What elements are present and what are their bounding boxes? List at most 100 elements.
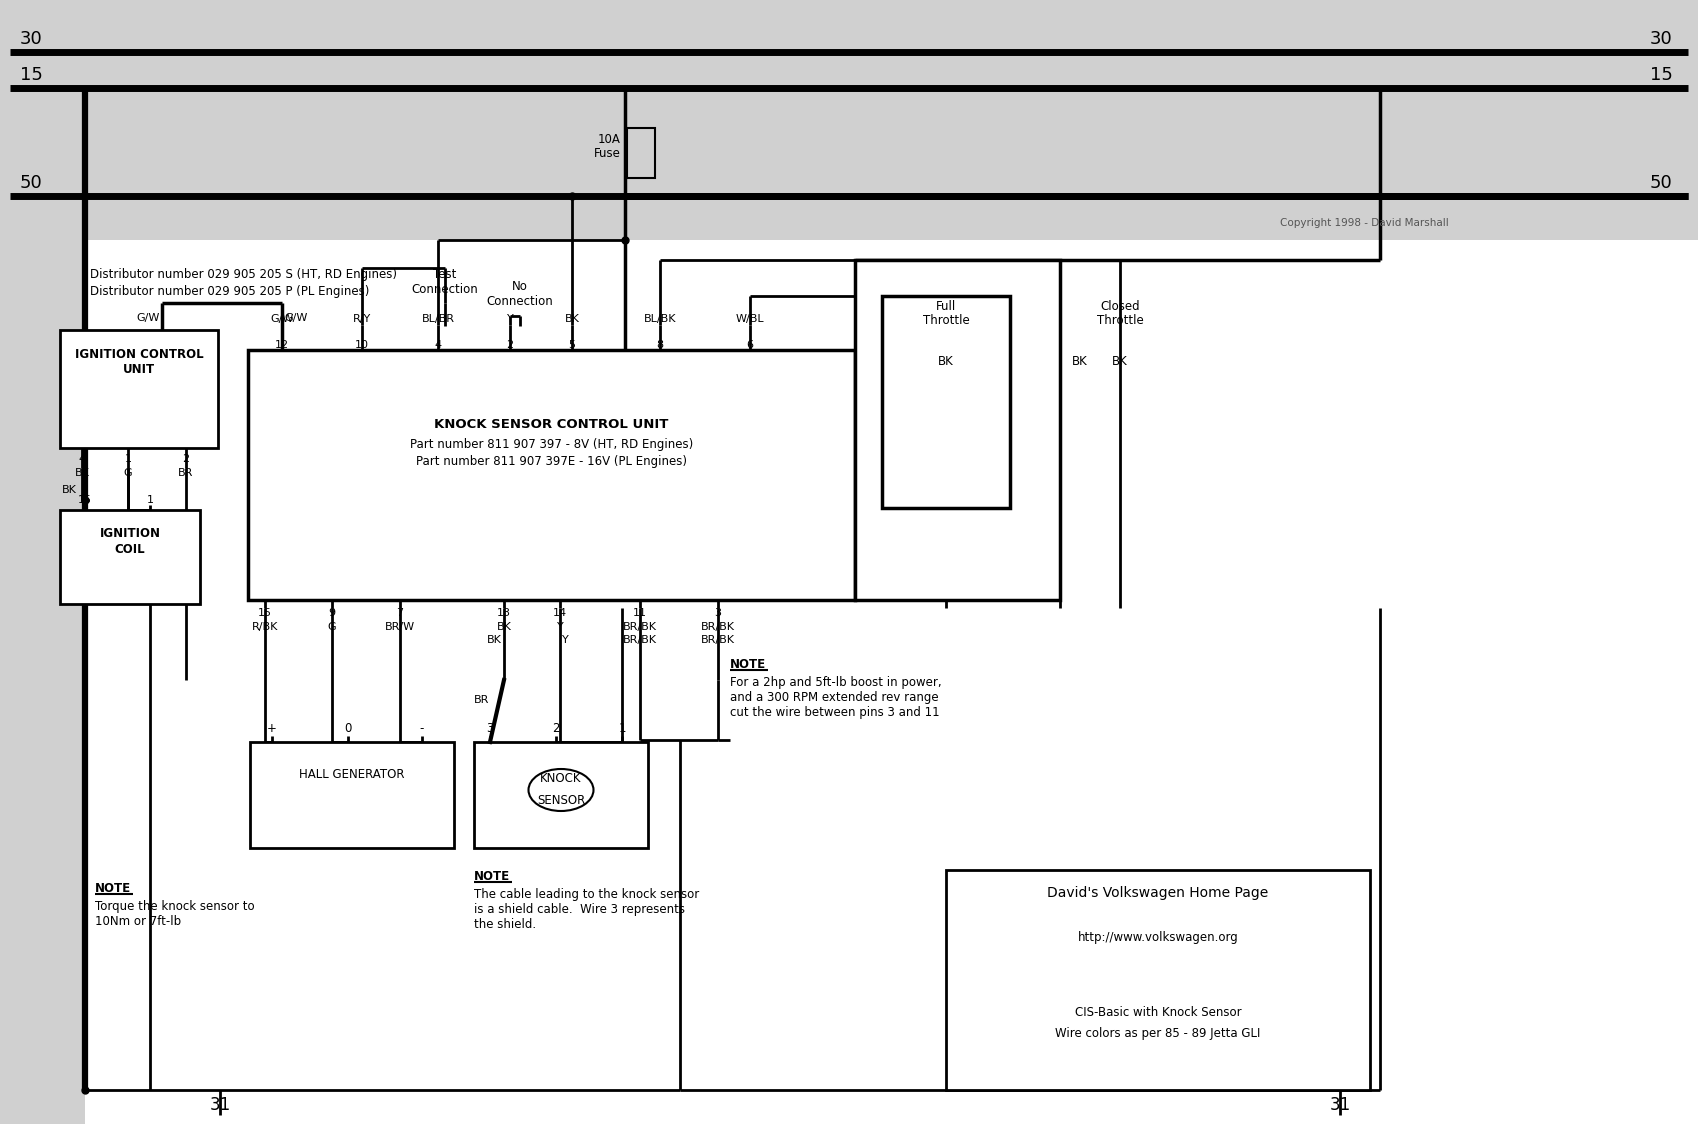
Text: 4: 4 xyxy=(78,454,85,464)
Text: BL/BR: BL/BR xyxy=(421,314,455,324)
Text: KNOCK SENSOR CONTROL UNIT: KNOCK SENSOR CONTROL UNIT xyxy=(435,418,669,430)
Bar xyxy=(250,742,453,847)
Bar xyxy=(85,241,1698,1124)
Bar xyxy=(627,128,655,178)
Text: 3: 3 xyxy=(715,608,722,618)
Text: 30: 30 xyxy=(1650,30,1673,48)
Text: Torque the knock sensor to: Torque the knock sensor to xyxy=(95,900,255,913)
Text: 30: 30 xyxy=(20,30,42,48)
Text: Distributor number 029 905 205 S (HT, RD Engines): Distributor number 029 905 205 S (HT, RD… xyxy=(90,268,397,281)
Text: BL/BK: BL/BK xyxy=(644,314,676,324)
Text: Wire colors as per 85 - 89 Jetta GLI: Wire colors as per 85 - 89 Jetta GLI xyxy=(1056,1026,1260,1040)
Text: CIS-Basic with Knock Sensor: CIS-Basic with Knock Sensor xyxy=(1075,1006,1241,1019)
Bar xyxy=(881,296,1010,508)
Text: 10: 10 xyxy=(355,339,368,350)
Text: BK: BK xyxy=(75,468,90,478)
Text: BR/BK: BR/BK xyxy=(623,622,657,632)
Text: David's Volkswagen Home Page: David's Volkswagen Home Page xyxy=(1048,886,1268,900)
Text: 2: 2 xyxy=(506,339,513,350)
Text: For a 2hp and 5ft-lb boost in power,: For a 2hp and 5ft-lb boost in power, xyxy=(730,676,942,689)
Text: BK: BK xyxy=(937,355,954,368)
Text: Copyright 1998 - David Marshall: Copyright 1998 - David Marshall xyxy=(1280,218,1448,228)
Text: 2: 2 xyxy=(552,722,560,735)
Text: BR/W: BR/W xyxy=(385,622,414,632)
Text: Connection: Connection xyxy=(487,294,554,308)
Text: Test: Test xyxy=(433,268,457,281)
Bar xyxy=(856,260,1060,600)
Text: NOTE: NOTE xyxy=(730,658,766,671)
Text: 13: 13 xyxy=(498,608,511,618)
Bar xyxy=(59,510,200,604)
Text: Distributor number 029 905 205 P (PL Engines): Distributor number 029 905 205 P (PL Eng… xyxy=(90,285,370,298)
Text: 0: 0 xyxy=(345,722,351,735)
Text: SENSOR: SENSOR xyxy=(537,794,586,807)
Text: BK: BK xyxy=(487,635,503,645)
Text: Y: Y xyxy=(557,622,564,632)
Text: NOTE: NOTE xyxy=(474,870,509,883)
Text: 6: 6 xyxy=(747,339,754,350)
Text: G: G xyxy=(328,622,336,632)
Text: G: G xyxy=(124,468,132,478)
Text: 31: 31 xyxy=(209,1096,231,1114)
Text: 50: 50 xyxy=(1650,174,1673,192)
Text: Full: Full xyxy=(936,300,956,312)
Text: 15: 15 xyxy=(1650,66,1673,84)
Text: is a shield cable.  Wire 3 represents: is a shield cable. Wire 3 represents xyxy=(474,903,684,916)
Text: 5: 5 xyxy=(569,339,576,350)
Text: BR: BR xyxy=(474,695,489,705)
Text: +: + xyxy=(267,722,277,735)
Text: 3: 3 xyxy=(486,722,494,735)
Text: the shield.: the shield. xyxy=(474,918,537,931)
Text: R/Y: R/Y xyxy=(353,314,372,324)
Text: 14: 14 xyxy=(554,608,567,618)
Text: No: No xyxy=(513,280,528,293)
Text: 2: 2 xyxy=(182,454,190,464)
Text: BR/BK: BR/BK xyxy=(623,635,657,645)
Text: G/W: G/W xyxy=(136,312,160,323)
Text: UNIT: UNIT xyxy=(122,363,155,377)
Text: Part number 811 907 397E - 16V (PL Engines): Part number 811 907 397E - 16V (PL Engin… xyxy=(416,455,688,468)
Text: 8: 8 xyxy=(657,339,664,350)
Text: 12: 12 xyxy=(275,339,289,350)
Text: 15: 15 xyxy=(20,66,42,84)
Text: and a 300 RPM extended rev range: and a 300 RPM extended rev range xyxy=(730,691,939,704)
Text: IGNITION: IGNITION xyxy=(100,527,161,540)
Text: Fuse: Fuse xyxy=(594,147,621,160)
Text: BR/BK: BR/BK xyxy=(701,622,735,632)
Text: HALL GENERATOR: HALL GENERATOR xyxy=(299,769,404,781)
Bar xyxy=(474,742,649,847)
Text: 4: 4 xyxy=(435,339,441,350)
Text: IGNITION CONTROL: IGNITION CONTROL xyxy=(75,348,204,361)
Text: 1: 1 xyxy=(124,454,131,464)
Text: BR: BR xyxy=(178,468,194,478)
Text: Part number 811 907 397 - 8V (HT, RD Engines): Part number 811 907 397 - 8V (HT, RD Eng… xyxy=(409,438,693,451)
Text: NOTE: NOTE xyxy=(95,882,131,895)
Bar xyxy=(59,330,217,448)
Text: -: - xyxy=(419,722,424,735)
Text: W/BL: W/BL xyxy=(735,314,764,324)
Bar xyxy=(248,350,856,600)
Text: R/BK: R/BK xyxy=(251,622,278,632)
Text: Closed: Closed xyxy=(1100,300,1139,312)
Text: 11: 11 xyxy=(633,608,647,618)
Text: 1: 1 xyxy=(618,722,627,735)
Text: BK: BK xyxy=(1112,355,1127,368)
Text: KNOCK: KNOCK xyxy=(540,771,582,785)
Text: 15: 15 xyxy=(258,608,272,618)
Text: Connection: Connection xyxy=(411,283,479,296)
Text: 10A: 10A xyxy=(598,133,621,146)
Text: 1: 1 xyxy=(146,495,153,505)
Text: Y: Y xyxy=(506,314,513,324)
Text: Throttle: Throttle xyxy=(922,314,970,327)
Text: 10Nm or 7ft-lb: 10Nm or 7ft-lb xyxy=(95,915,182,928)
Bar xyxy=(946,870,1370,1090)
Text: 7: 7 xyxy=(396,608,404,618)
Text: 50: 50 xyxy=(20,174,42,192)
Text: http://www.volkswagen.org: http://www.volkswagen.org xyxy=(1078,932,1238,944)
Text: BK: BK xyxy=(63,484,76,495)
Text: Throttle: Throttle xyxy=(1097,314,1143,327)
Text: G/W: G/W xyxy=(270,314,294,324)
Text: 15: 15 xyxy=(78,495,92,505)
Text: The cable leading to the knock sensor: The cable leading to the knock sensor xyxy=(474,888,700,901)
Text: BK: BK xyxy=(564,314,579,324)
